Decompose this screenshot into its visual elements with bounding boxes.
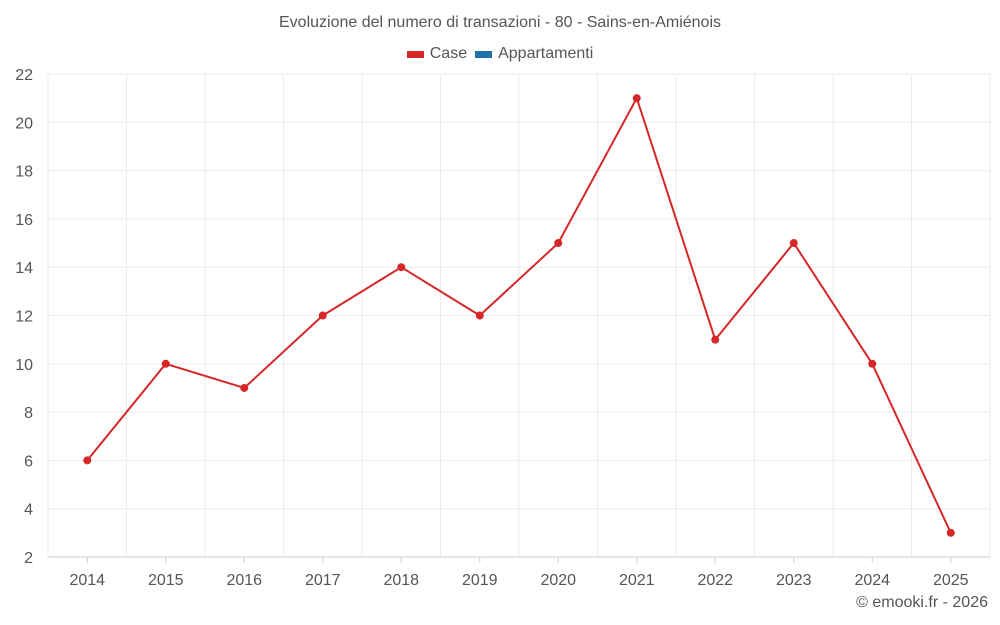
x-tick-label: 2025 bbox=[933, 572, 969, 589]
x-tick-label: 2021 bbox=[619, 572, 655, 589]
series-line-0 bbox=[86, 97, 952, 534]
data-point[interactable] bbox=[475, 311, 484, 320]
series-layer bbox=[83, 94, 955, 537]
y-tick-label: 2 bbox=[24, 550, 33, 567]
x-tick-label: 2016 bbox=[226, 572, 262, 589]
data-point[interactable] bbox=[554, 239, 563, 248]
legend-item-case[interactable]: Case bbox=[406, 45, 468, 63]
data-point[interactable] bbox=[83, 456, 92, 465]
grid-layer bbox=[47, 73, 991, 558]
y-tick-label: 8 bbox=[24, 405, 33, 422]
x-tick-label: 2024 bbox=[854, 572, 890, 589]
x-tick-label: 2015 bbox=[148, 572, 184, 589]
legend-item-appartamenti[interactable]: Appartamenti bbox=[475, 45, 593, 63]
legend-swatch-appartamenti bbox=[475, 50, 493, 58]
chart-title: Evoluzione del numero di transazioni - 8… bbox=[279, 14, 721, 31]
legend: Case Appartamenti bbox=[0, 45, 1000, 63]
y-tick-label: 10 bbox=[15, 357, 33, 374]
data-point[interactable] bbox=[946, 528, 955, 537]
legend-label-case: Case bbox=[429, 45, 468, 62]
footer-credit: © emooki.fr - 2026 bbox=[856, 594, 988, 611]
legend-label-appartamenti: Appartamenti bbox=[498, 45, 594, 62]
x-tick-label: 2022 bbox=[697, 572, 733, 589]
x-tick-label: 2017 bbox=[305, 572, 341, 589]
data-point[interactable] bbox=[711, 335, 720, 344]
data-point[interactable] bbox=[240, 383, 249, 392]
y-tick-label: 12 bbox=[15, 309, 33, 326]
data-point[interactable] bbox=[789, 239, 798, 248]
x-tick-label: 2014 bbox=[69, 572, 105, 589]
x-tick-label: 2023 bbox=[776, 572, 812, 589]
y-tick-label: 14 bbox=[15, 260, 33, 277]
y-tick-label: 16 bbox=[15, 212, 33, 229]
data-point[interactable] bbox=[632, 94, 641, 103]
data-point[interactable] bbox=[868, 359, 877, 368]
y-tick-label: 20 bbox=[15, 115, 33, 132]
data-point[interactable] bbox=[161, 359, 170, 368]
x-tick-label: 2018 bbox=[383, 572, 419, 589]
x-tick-label: 2019 bbox=[462, 572, 498, 589]
data-point[interactable] bbox=[397, 263, 406, 272]
y-tick-label: 4 bbox=[24, 502, 33, 519]
y-tick-label: 6 bbox=[24, 453, 33, 470]
data-point[interactable] bbox=[318, 311, 327, 320]
y-tick-label: 22 bbox=[15, 67, 33, 84]
y-tick-label: 18 bbox=[15, 164, 33, 181]
legend-swatch-case bbox=[406, 50, 424, 58]
x-tick-label: 2020 bbox=[540, 572, 576, 589]
